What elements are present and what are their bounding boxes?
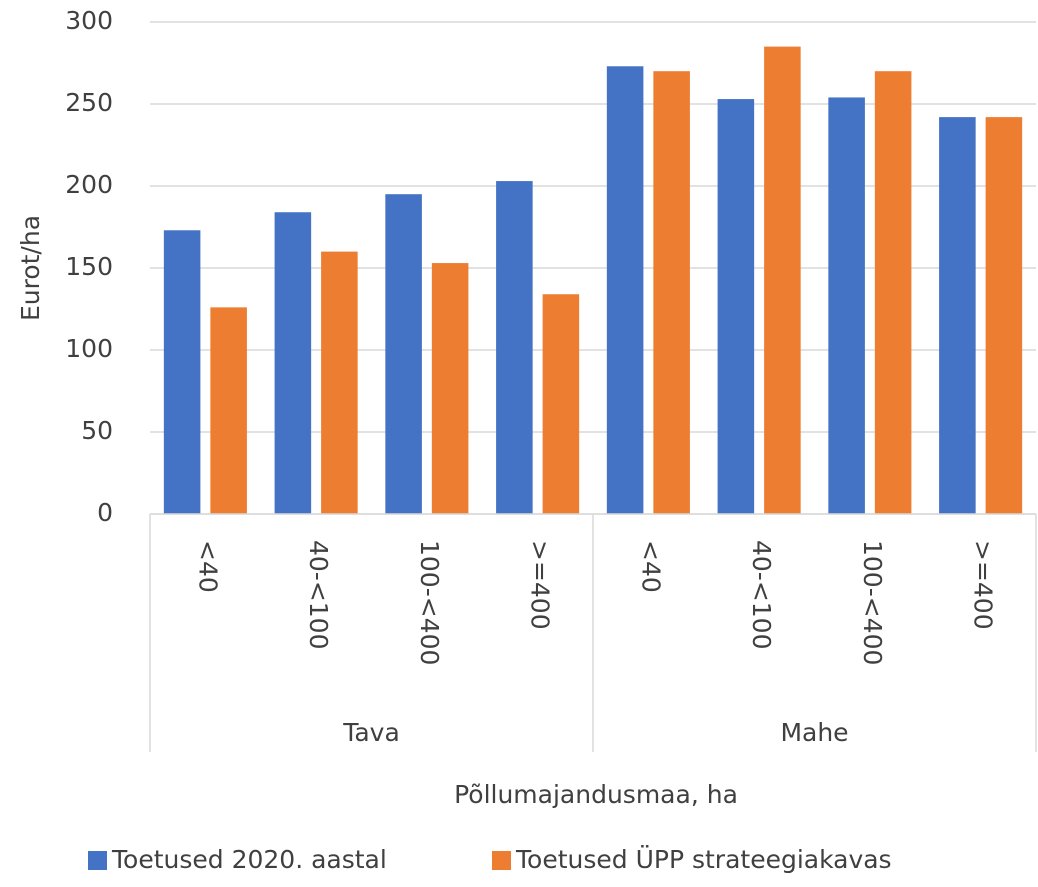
x-tick-label: 100-<400 [415,540,444,665]
x-tick-label: 40-<100 [747,540,776,650]
y-tick-label: 200 [65,170,113,199]
bar [717,99,755,514]
y-axis-title: Eurot/ha [16,215,45,321]
x-tick-label: <40 [636,540,665,593]
bar [210,307,247,514]
y-tick-label: 50 [81,416,113,445]
legend-label: Toetused ÜPP strateegiakavas [515,845,892,874]
bar [431,263,469,514]
y-tick-label: 250 [65,88,113,117]
bar [606,66,644,514]
legend-swatch [492,851,511,870]
bar [385,194,422,514]
bar [321,251,358,514]
legend-swatch [88,851,107,870]
x-tick-label: >=400 [969,540,998,630]
bar [163,230,201,514]
bar [939,117,976,515]
group-label: Mahe [780,718,848,747]
y-tick-label: 300 [65,6,113,35]
x-tick-label: <40 [193,540,222,593]
bar [274,212,312,515]
x-axis-title: Põllumajandusmaa, ha [454,780,738,809]
y-tick-label: 150 [65,252,113,281]
bar [542,294,580,514]
x-tick-label: >=400 [526,540,555,630]
bar [764,46,801,514]
group-label: Tava [342,718,400,747]
bar [874,71,912,514]
x-tick-label: 40-<100 [304,540,333,650]
bar [828,97,865,514]
y-tick-label: 100 [65,334,113,363]
y-tick-label: 0 [97,498,113,527]
bar [985,117,1023,515]
x-tick-label: 100-<400 [858,540,887,665]
legend-label: Toetused 2020. aastal [111,845,387,874]
bar [653,71,690,514]
bar [496,181,533,514]
